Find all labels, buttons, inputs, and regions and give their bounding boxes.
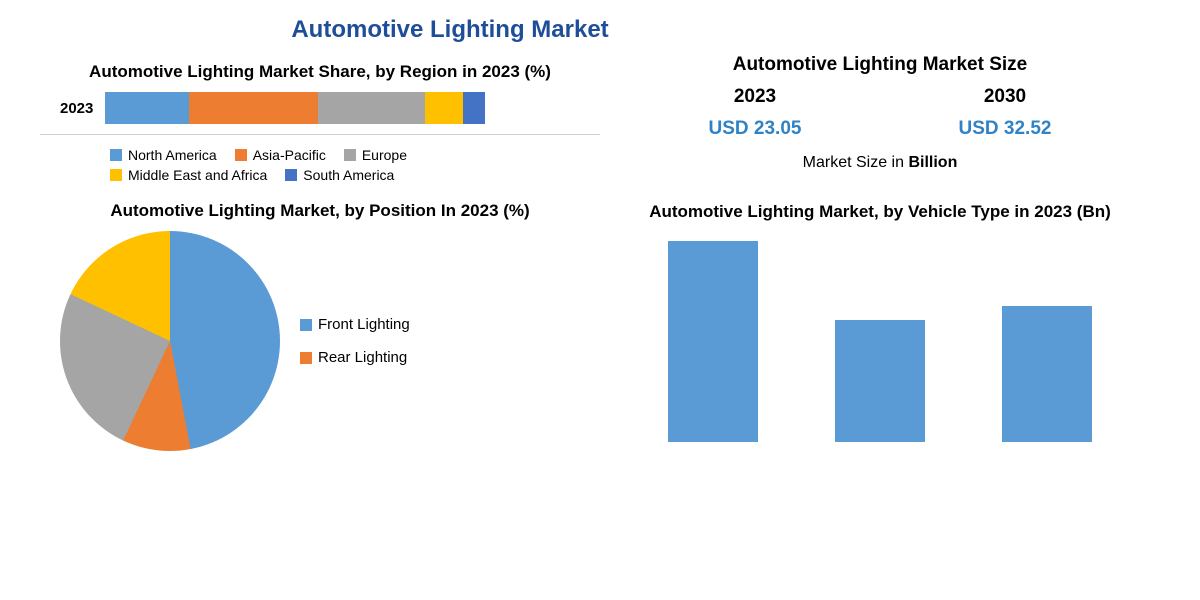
page-title: Automotive Lighting Market: [0, 16, 1160, 44]
legend-swatch: [300, 319, 312, 331]
market-size-values: USD 23.05 USD 32.52: [630, 118, 1130, 140]
vehicle-type-bars: [630, 232, 1130, 442]
legend-label: Front Lighting: [318, 316, 410, 333]
market-size-value-a: USD 23.05: [709, 118, 802, 140]
legend-label: Middle East and Africa: [128, 167, 267, 183]
market-size-year-a: 2023: [734, 86, 776, 108]
region-segment: [318, 92, 424, 124]
content-grid: Automotive Lighting Market Share, by Reg…: [40, 54, 1160, 462]
market-size-years: 2023 2030: [630, 86, 1130, 108]
position-pie-section: Automotive Lighting Market, by Position …: [40, 201, 600, 451]
region-legend-item: North America: [110, 147, 217, 163]
left-column: Automotive Lighting Market Share, by Reg…: [40, 54, 600, 462]
legend-label: Rear Lighting: [318, 349, 407, 366]
vehicle-type-title: Automotive Lighting Market, by Vehicle T…: [630, 202, 1130, 222]
region-share-stacked-bar: [105, 92, 485, 124]
market-size-footer-prefix: Market Size in: [803, 154, 909, 171]
right-column: Automotive Lighting Market Size 2023 203…: [600, 54, 1160, 462]
vehicle-type-section: Automotive Lighting Market, by Vehicle T…: [600, 202, 1160, 462]
legend-swatch: [300, 352, 312, 364]
legend-label: North America: [128, 147, 217, 163]
region-segment: [463, 92, 486, 124]
region-share-section: Automotive Lighting Market Share, by Reg…: [40, 62, 600, 183]
market-size-footer: Market Size in Billion: [630, 154, 1130, 172]
legend-swatch: [235, 149, 247, 161]
position-pie-row: Front Lighting Rear Lighting: [40, 231, 600, 451]
region-segment: [105, 92, 189, 124]
position-pie-legend: Front Lighting Rear Lighting: [300, 316, 410, 366]
pie-legend-item: Rear Lighting: [300, 349, 410, 366]
position-pie-title: Automotive Lighting Market, by Position …: [40, 201, 600, 221]
region-share-bar-wrap: 2023: [40, 92, 600, 124]
position-pie-chart: [60, 231, 280, 451]
pie-legend-item: Front Lighting: [300, 316, 410, 333]
legend-swatch: [344, 149, 356, 161]
legend-swatch: [110, 149, 122, 161]
infographic-page: Automotive Lighting Market Automotive Li…: [0, 0, 1200, 600]
region-segment: [189, 92, 318, 124]
region-legend-item: Asia-Pacific: [235, 147, 326, 163]
vehicle-type-bar: [668, 241, 758, 442]
market-size-title: Automotive Lighting Market Size: [630, 54, 1130, 76]
vehicle-type-bar: [1002, 306, 1092, 443]
vehicle-type-bar: [835, 320, 925, 443]
region-legend-item: South America: [285, 167, 394, 183]
legend-label: South America: [303, 167, 394, 183]
market-size-footer-bold: Billion: [908, 154, 957, 171]
region-legend-item: Middle East and Africa: [110, 167, 267, 183]
region-segment: [425, 92, 463, 124]
legend-label: Europe: [362, 147, 407, 163]
region-share-title: Automotive Lighting Market Share, by Reg…: [40, 62, 600, 82]
region-share-legend: North America Asia-Pacific Europe Middle Ea…: [40, 134, 600, 183]
legend-swatch: [110, 169, 122, 181]
region-legend-item: Europe: [344, 147, 407, 163]
market-size-value-b: USD 32.52: [959, 118, 1052, 140]
market-size-section: Automotive Lighting Market Size 2023 203…: [600, 54, 1160, 172]
legend-label: Asia-Pacific: [253, 147, 326, 163]
legend-swatch: [285, 169, 297, 181]
market-size-year-b: 2030: [984, 86, 1026, 108]
region-share-year-label: 2023: [60, 100, 93, 117]
